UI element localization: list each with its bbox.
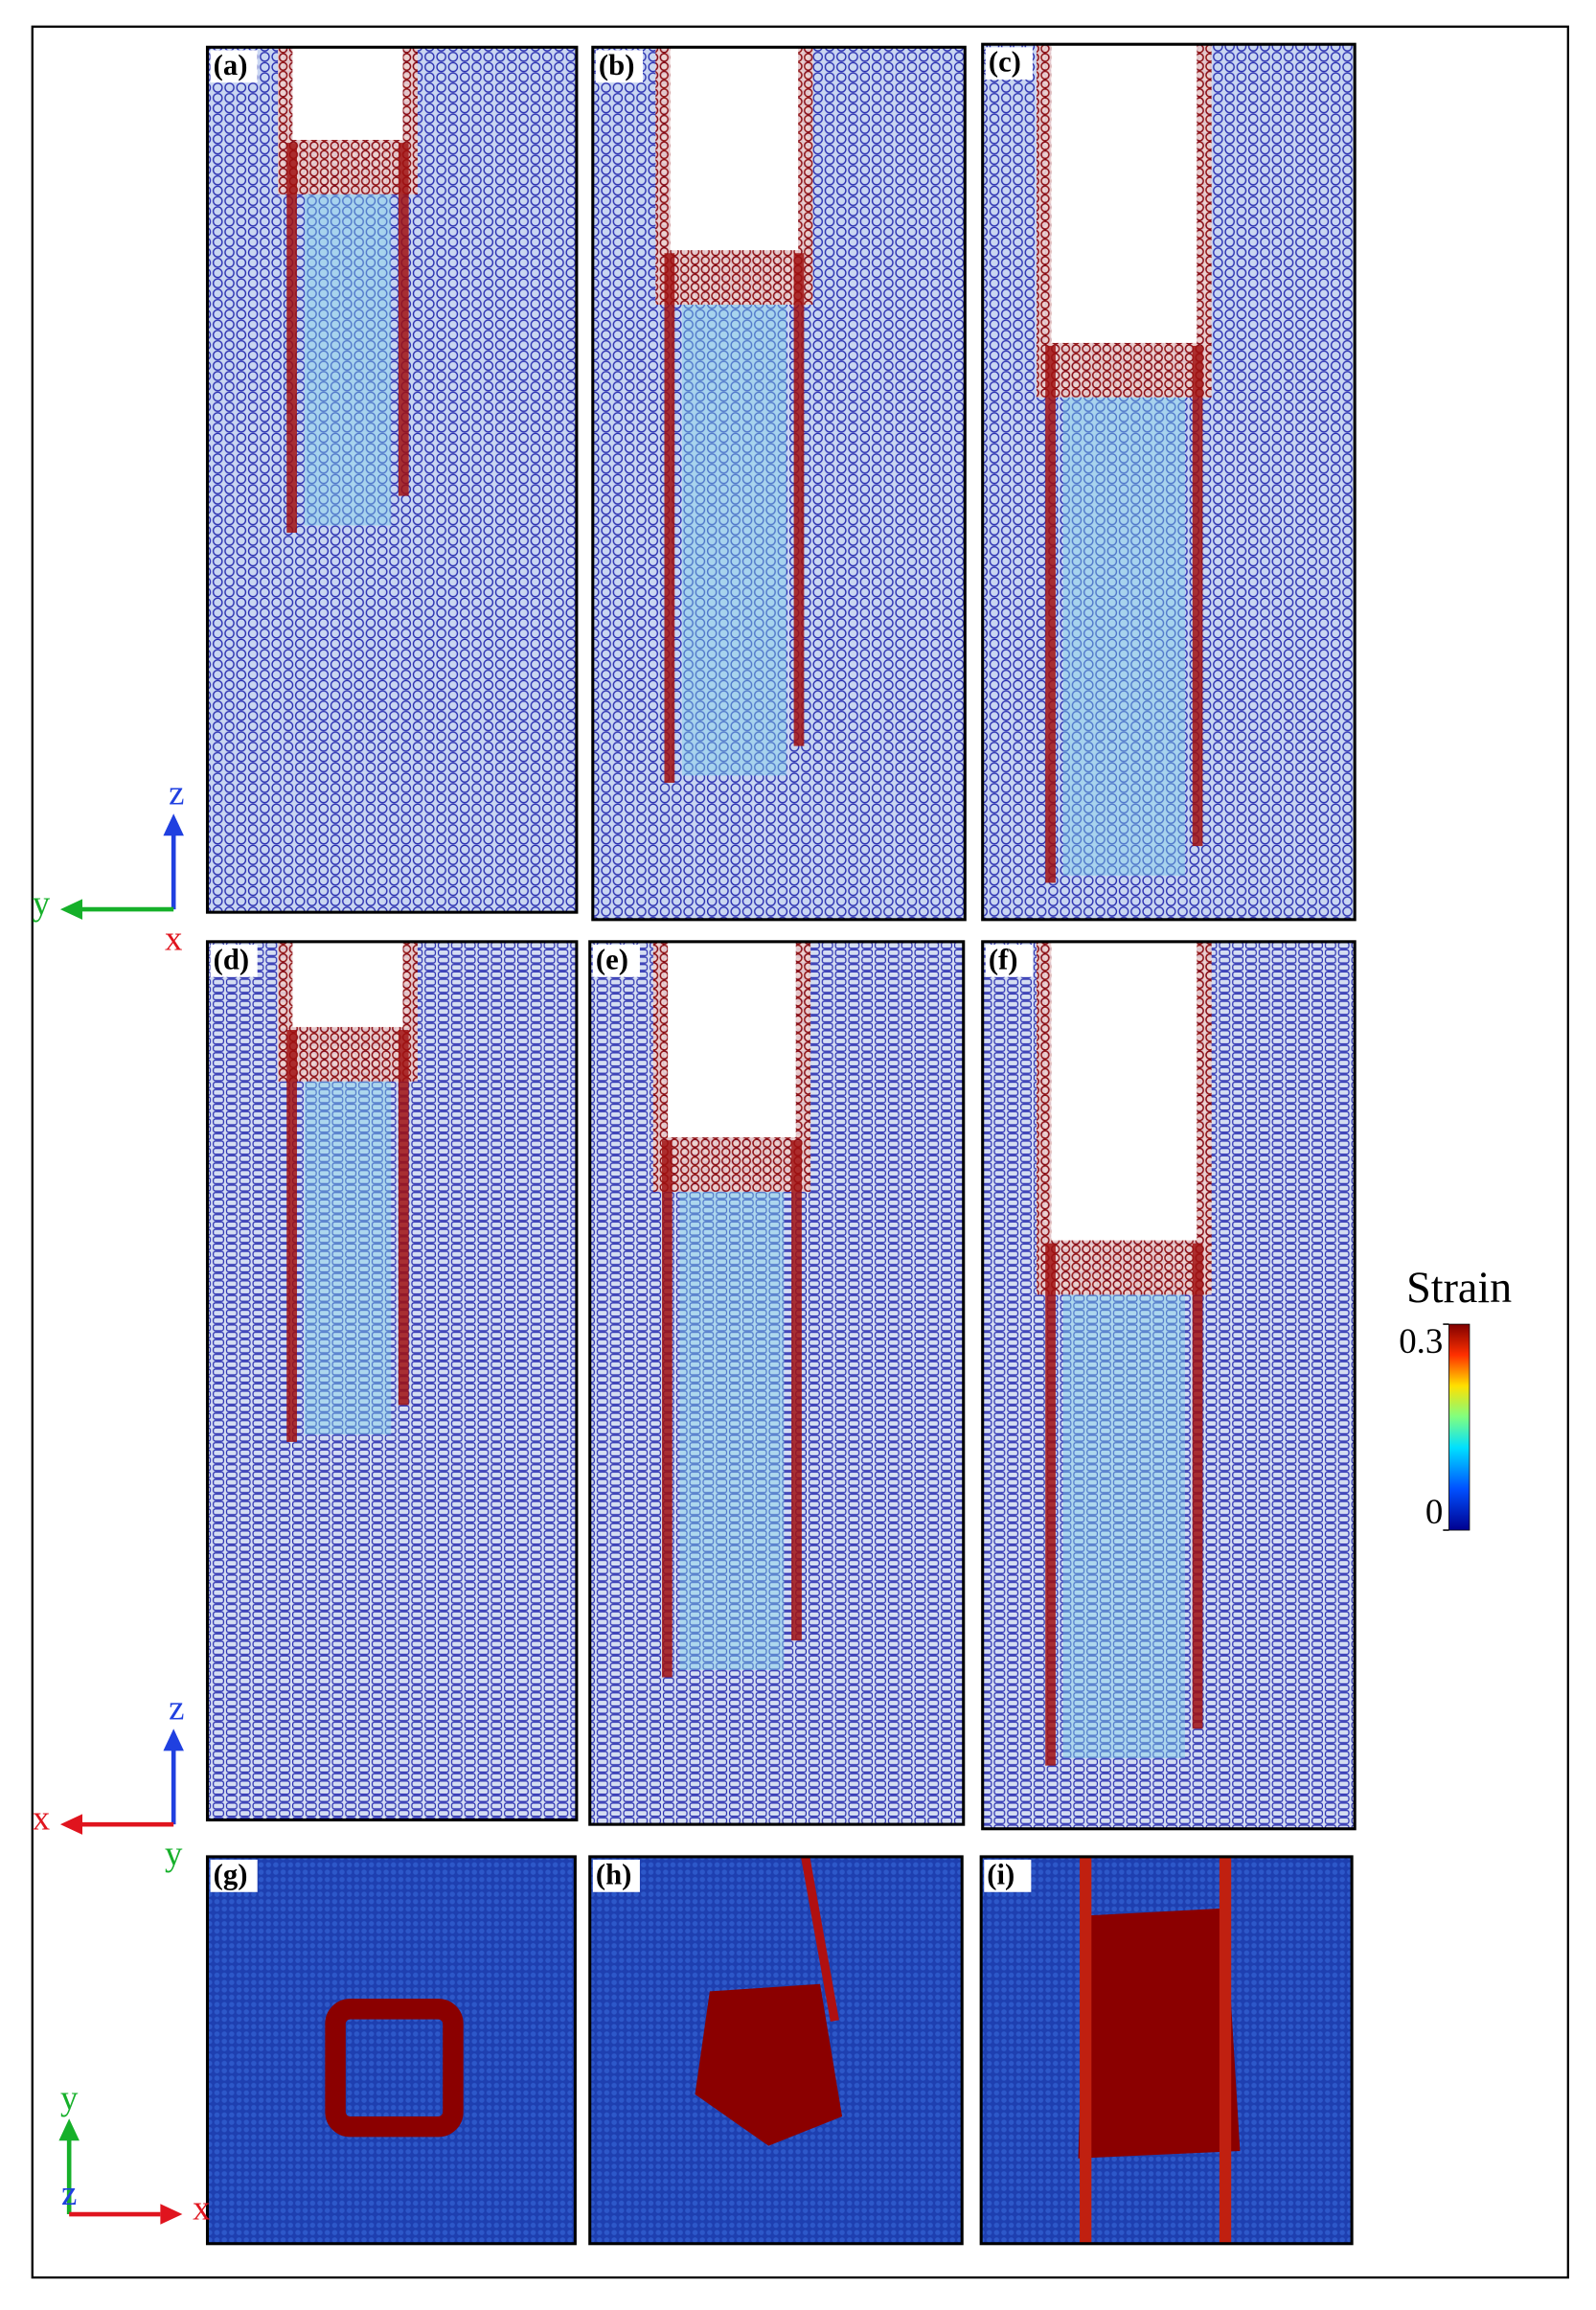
axis-label: x bbox=[165, 918, 182, 957]
streak-right bbox=[1192, 345, 1203, 847]
cyan-zone bbox=[304, 1081, 392, 1435]
panel: (i) bbox=[979, 1855, 1354, 2246]
panel-border bbox=[205, 940, 579, 1822]
panel-image bbox=[207, 1856, 576, 2244]
panel-label: (e) bbox=[596, 943, 628, 975]
streak-left bbox=[1045, 1243, 1056, 1766]
notch bbox=[668, 941, 796, 1138]
panel: (b) bbox=[591, 45, 967, 922]
cyan-zone bbox=[681, 304, 787, 776]
panel-label: (d) bbox=[214, 943, 250, 975]
panel-border bbox=[981, 42, 1357, 922]
panel: (d) bbox=[205, 940, 579, 1822]
panel-border bbox=[588, 940, 966, 1826]
panel: (c) bbox=[981, 42, 1357, 922]
label-bg bbox=[210, 1859, 258, 1892]
blob bbox=[695, 1983, 843, 2146]
panel-border bbox=[205, 45, 579, 914]
colorbar bbox=[1448, 1323, 1471, 1531]
label-bg bbox=[210, 50, 258, 83]
panel-label: (c) bbox=[989, 46, 1021, 79]
axis-label: x bbox=[193, 2187, 210, 2227]
axis-label: y bbox=[60, 2077, 79, 2116]
colorbar-tick-label: 0.3 bbox=[1399, 1321, 1443, 1361]
panel: (g) bbox=[205, 1855, 577, 2246]
lattice bbox=[207, 941, 577, 1820]
streak-left bbox=[286, 143, 297, 533]
colorbar-title: Strain bbox=[1406, 1263, 1512, 1312]
colorbar-tick-label: 0 bbox=[1425, 1492, 1443, 1531]
panel-border bbox=[591, 45, 967, 922]
streak-left bbox=[664, 253, 675, 784]
label-bg bbox=[210, 944, 258, 977]
arrow-head bbox=[59, 1814, 82, 1835]
panel-border bbox=[588, 1855, 964, 2246]
arrow-head bbox=[58, 2118, 80, 2141]
notch bbox=[292, 941, 403, 1027]
blob bbox=[1078, 1908, 1241, 2159]
panel-image bbox=[589, 1856, 963, 2244]
cyan-zone bbox=[1062, 1294, 1186, 1759]
panel-label: (i) bbox=[987, 1858, 1015, 1890]
panel-image bbox=[589, 941, 964, 1825]
panel-label: (g) bbox=[214, 1858, 248, 1890]
label-bg bbox=[592, 1859, 640, 1892]
figure-border bbox=[31, 25, 1569, 2279]
streak-right bbox=[791, 1140, 802, 1641]
axis-label: y bbox=[165, 1833, 183, 1872]
panel-image bbox=[982, 44, 1356, 920]
panel: (a) bbox=[205, 45, 579, 914]
streak-right bbox=[1192, 1243, 1203, 1729]
arrow-head bbox=[163, 1728, 184, 1751]
panel-label: (b) bbox=[599, 49, 635, 81]
notch bbox=[670, 47, 799, 251]
notch bbox=[1051, 941, 1197, 1241]
panel-image bbox=[592, 47, 966, 920]
panel: (e) bbox=[588, 940, 966, 1826]
panel-label: (a) bbox=[214, 49, 248, 81]
streak-left bbox=[661, 1140, 673, 1678]
panel-image bbox=[207, 47, 577, 913]
label-bg bbox=[595, 50, 644, 83]
panel-label: (f) bbox=[989, 943, 1018, 975]
band bbox=[801, 1856, 839, 2022]
arrow-head bbox=[163, 813, 184, 836]
panel: (h) bbox=[588, 1855, 964, 2246]
panel-image bbox=[207, 941, 577, 1820]
panel-border bbox=[981, 940, 1357, 1831]
panel-image bbox=[982, 941, 1356, 1829]
label-bg bbox=[592, 944, 640, 977]
axis-label: y bbox=[33, 882, 51, 922]
label-bg bbox=[985, 47, 1033, 80]
streak-right bbox=[793, 253, 805, 746]
panel-border bbox=[205, 1855, 577, 2246]
arrow-head bbox=[59, 899, 82, 920]
notch bbox=[1051, 44, 1197, 343]
panel: (f) bbox=[981, 940, 1357, 1831]
streak-right bbox=[398, 143, 409, 496]
streak-right bbox=[398, 1029, 409, 1406]
panel-label: (h) bbox=[596, 1858, 632, 1890]
axis-label: z bbox=[169, 1687, 184, 1727]
cyan-zone bbox=[1062, 397, 1186, 876]
streak-left bbox=[1045, 345, 1056, 883]
axis-label: z bbox=[169, 772, 184, 812]
axis-label: z bbox=[61, 2173, 77, 2212]
cyan-zone bbox=[304, 194, 392, 526]
label-bg bbox=[984, 1859, 1032, 1892]
label-bg bbox=[985, 944, 1033, 977]
panel-border bbox=[979, 1855, 1354, 2246]
axis-label: x bbox=[33, 1798, 50, 1838]
cyan-zone bbox=[679, 1191, 785, 1670]
streak-left bbox=[286, 1029, 297, 1442]
notch bbox=[292, 47, 403, 141]
arrow-head bbox=[160, 2204, 183, 2225]
ring bbox=[325, 1999, 464, 2138]
panel-image bbox=[981, 1856, 1353, 2244]
lattice bbox=[207, 1856, 576, 2244]
